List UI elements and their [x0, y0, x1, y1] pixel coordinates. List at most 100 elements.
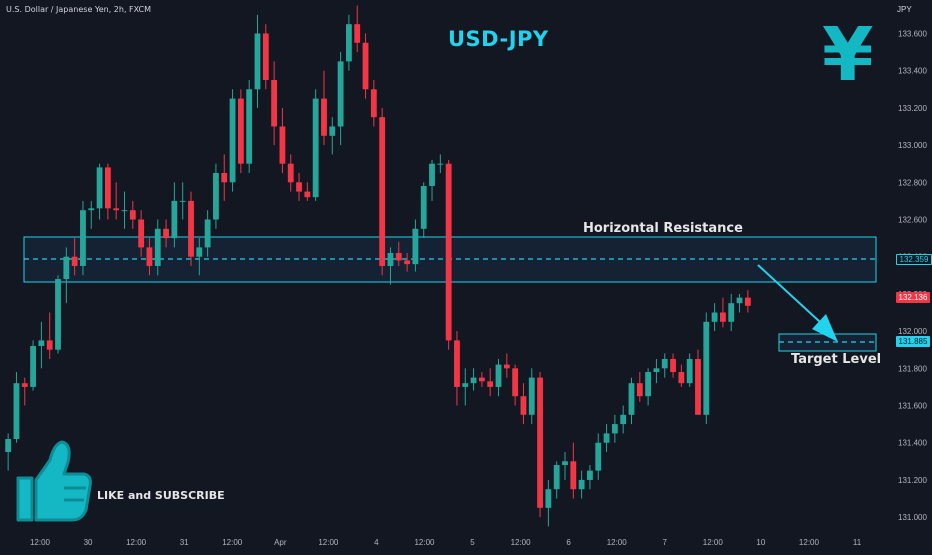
candle-body — [420, 186, 427, 229]
candle — [80, 200, 86, 276]
candle-body — [329, 126, 336, 136]
candle-body — [661, 359, 668, 369]
candle — [412, 219, 419, 272]
candle — [387, 247, 394, 285]
candle — [661, 353, 668, 378]
x-tick-label: 12:00 — [126, 538, 147, 547]
x-tick-label: 5 — [470, 538, 475, 547]
chart-title: USD-JPY — [448, 27, 549, 51]
x-tick-label: 12:00 — [30, 538, 51, 547]
x-tick-label: 31 — [180, 538, 189, 547]
candle-body — [13, 383, 20, 439]
candle — [179, 182, 186, 220]
candle — [38, 321, 45, 369]
candle — [587, 465, 593, 490]
candle-body — [146, 247, 153, 266]
y-tick-label: 131.800 — [898, 364, 927, 373]
candle — [262, 24, 269, 90]
y-tick-label: 131.600 — [898, 402, 927, 411]
candle — [429, 159, 435, 201]
candle — [113, 182, 120, 220]
x-tick-label: 7 — [663, 538, 668, 547]
candle-body — [653, 368, 660, 373]
candle-body — [246, 89, 253, 164]
candle — [470, 368, 477, 391]
candle-body — [30, 345, 36, 387]
candle — [462, 368, 469, 406]
x-tick-label: 12:00 — [318, 538, 339, 547]
candle — [129, 200, 136, 229]
candle-body — [387, 252, 394, 266]
resistance-price-badge: 132.359 — [896, 254, 932, 265]
candle — [595, 433, 602, 480]
candle — [329, 117, 336, 155]
x-tick-label: 6 — [566, 538, 571, 547]
candle-body — [537, 377, 543, 508]
y-tick-label: 131.000 — [898, 513, 927, 522]
candle-body — [337, 61, 344, 127]
candle — [603, 424, 610, 453]
y-tick-label: 133.600 — [898, 29, 927, 38]
x-tick-label: 12:00 — [607, 538, 628, 547]
candle — [13, 372, 20, 443]
candle — [21, 377, 28, 406]
last-price-badge: 132.136 — [896, 292, 930, 303]
candle — [720, 297, 726, 328]
candle — [370, 79, 377, 127]
candle-body — [620, 414, 627, 425]
candle — [204, 210, 211, 257]
candle — [670, 353, 676, 378]
candle — [728, 293, 735, 332]
candle-body — [138, 219, 145, 248]
symbol-info: U.S. Dollar / Japanese Yen, 2h, FXCM — [6, 5, 152, 14]
candle — [46, 312, 53, 360]
candle — [296, 172, 302, 201]
candle — [512, 364, 519, 406]
target-price-badge: 131.885 — [896, 336, 930, 347]
candle-body — [703, 321, 710, 415]
candle — [88, 200, 95, 229]
candle — [736, 293, 743, 313]
candle-body — [46, 340, 53, 350]
candle-body — [578, 479, 585, 490]
candle — [454, 331, 460, 406]
candle-body — [38, 340, 45, 346]
candle-body — [321, 98, 327, 136]
x-tick-label: 11 — [853, 538, 862, 547]
candle-body — [503, 364, 510, 369]
candle — [520, 383, 527, 425]
candle-body — [287, 163, 294, 183]
candle — [337, 52, 344, 146]
candle-body — [354, 24, 361, 43]
candle-body — [462, 383, 469, 387]
currency-label: JPY — [897, 5, 912, 14]
candle — [686, 353, 693, 387]
y-tick-label: 133.000 — [898, 141, 927, 150]
candle-body — [628, 383, 635, 415]
candle-body — [370, 89, 377, 118]
candle — [271, 61, 278, 146]
candle — [63, 247, 70, 304]
candle-body — [645, 372, 652, 397]
candle-body — [113, 208, 120, 211]
y-tick-label: 132.000 — [898, 327, 927, 336]
candle — [711, 303, 718, 332]
target-label: Target Level — [791, 352, 882, 367]
thumbs-up-icon[interactable] — [14, 438, 94, 524]
candle — [312, 89, 319, 201]
candle-body — [412, 228, 419, 265]
candle — [478, 372, 485, 387]
x-tick-label: 12:00 — [799, 538, 820, 547]
candle — [96, 163, 103, 220]
candle — [379, 107, 386, 276]
candle-body — [728, 303, 735, 322]
candle — [104, 163, 111, 220]
candle — [703, 312, 710, 425]
candle — [138, 210, 145, 257]
x-tick-label: 30 — [84, 538, 93, 547]
candle-body — [720, 312, 726, 322]
candle — [354, 5, 361, 53]
candle-body — [237, 98, 244, 164]
candle-body — [528, 377, 535, 415]
candle-body — [437, 163, 444, 165]
